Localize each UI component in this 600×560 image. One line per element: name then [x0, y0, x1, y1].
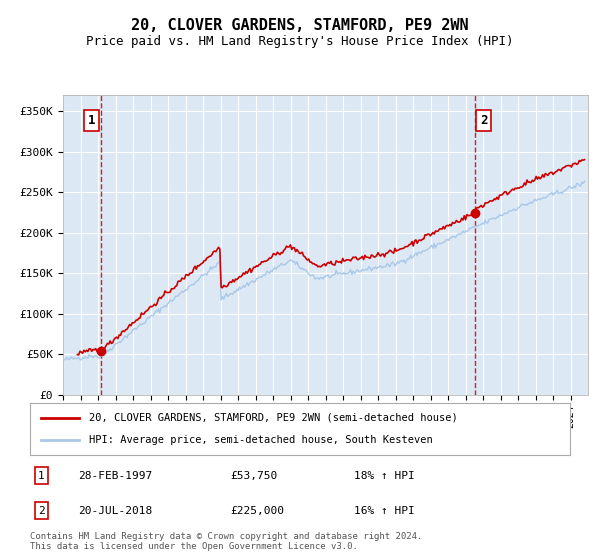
- Text: Contains HM Land Registry data © Crown copyright and database right 2024.
This d: Contains HM Land Registry data © Crown c…: [30, 532, 422, 552]
- Text: 1: 1: [88, 114, 95, 127]
- Text: 16% ↑ HPI: 16% ↑ HPI: [354, 506, 415, 516]
- Text: 18% ↑ HPI: 18% ↑ HPI: [354, 471, 415, 480]
- Text: £225,000: £225,000: [230, 506, 284, 516]
- Text: 20, CLOVER GARDENS, STAMFORD, PE9 2WN: 20, CLOVER GARDENS, STAMFORD, PE9 2WN: [131, 18, 469, 33]
- Text: 1: 1: [38, 471, 45, 480]
- Text: 2: 2: [480, 114, 488, 127]
- Text: 2: 2: [38, 506, 45, 516]
- Text: HPI: Average price, semi-detached house, South Kesteven: HPI: Average price, semi-detached house,…: [89, 435, 433, 445]
- Text: £53,750: £53,750: [230, 471, 277, 480]
- Text: 20-JUL-2018: 20-JUL-2018: [79, 506, 153, 516]
- Text: Price paid vs. HM Land Registry's House Price Index (HPI): Price paid vs. HM Land Registry's House …: [86, 35, 514, 48]
- Text: 28-FEB-1997: 28-FEB-1997: [79, 471, 153, 480]
- Text: 20, CLOVER GARDENS, STAMFORD, PE9 2WN (semi-detached house): 20, CLOVER GARDENS, STAMFORD, PE9 2WN (s…: [89, 413, 458, 423]
